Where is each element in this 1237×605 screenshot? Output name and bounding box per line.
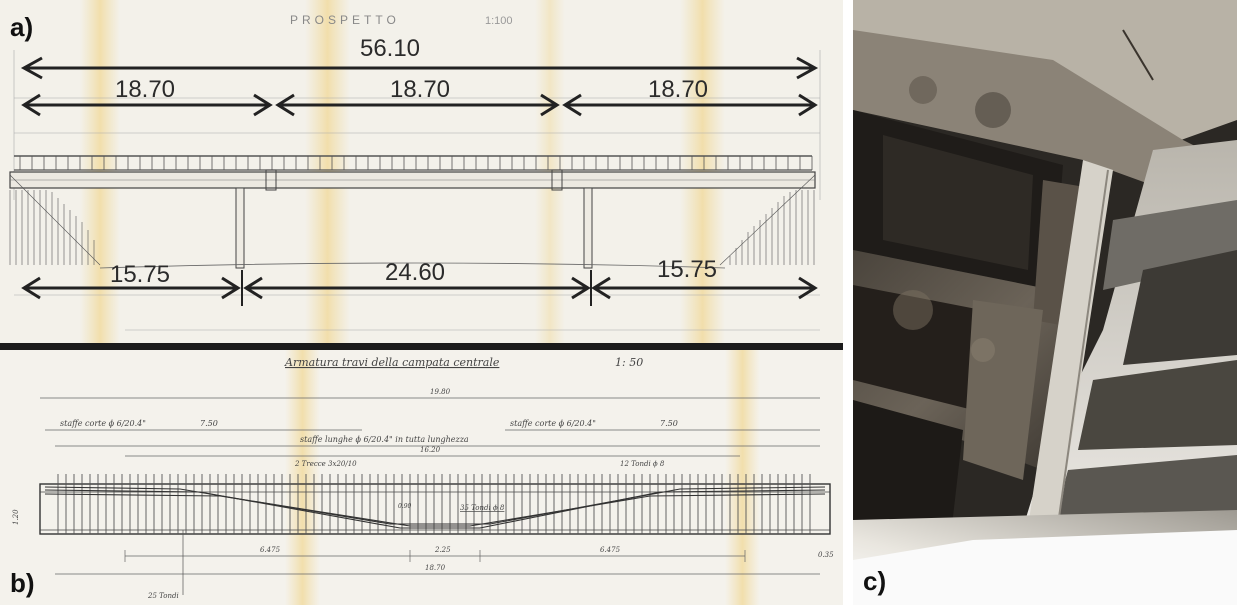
dim-deck-label: 18.70 — [115, 76, 175, 103]
stirrups-label: staffe corte ϕ 6/20.4" — [510, 419, 596, 428]
dim-arrow-piers — [21, 270, 818, 306]
height-label: 1.20 — [12, 509, 20, 525]
note-label: 25 Tondi — [147, 592, 179, 600]
drawing-scale: 1:100 — [485, 15, 513, 27]
dim-label: 18.70 — [425, 564, 446, 572]
panel-a-elevation-drawing: PROSPETTO 1:100 56.10 18.70 18.70 18.70 — [0, 0, 843, 343]
dim-label: 7.50 — [660, 419, 678, 428]
bent-bars — [44, 486, 826, 529]
dim-label: 0.35 — [818, 551, 834, 559]
bridge-pier — [235, 187, 245, 269]
panel-divider — [843, 0, 853, 605]
deck-underside-photo — [853, 0, 1237, 605]
left-abutment — [9, 174, 101, 266]
note-label: 35 Tondi ϕ 8 — [460, 504, 505, 512]
dim-label: 6.475 — [600, 546, 621, 554]
panel-c-photo: c) — [853, 0, 1237, 605]
panel-divider — [0, 343, 843, 350]
stirrups-label: staffe lunghe ϕ 6/20.4" in tutta lunghez… — [300, 435, 469, 444]
panel-b-reinforcement-drawing: Armatura travi della campata centrale 1:… — [0, 350, 843, 605]
elevation-svg: PROSPETTO 1:100 56.10 18.70 18.70 18.70 — [9, 0, 821, 343]
panel-a-letter: a) — [10, 12, 34, 42]
dim-label: 19.80 — [430, 388, 451, 396]
dim-deck-label: 18.70 — [390, 76, 450, 103]
right-abutment — [719, 174, 816, 266]
panel-b-letter: b) — [10, 568, 35, 598]
beam-outline — [39, 483, 831, 535]
dim-label: 6.475 — [260, 546, 281, 554]
drawing-title: PROSPETTO — [290, 13, 400, 27]
dim-pier-label: 15.75 — [657, 256, 717, 283]
dim-label: 7.50 — [200, 419, 218, 428]
dim-label: 16.20 — [420, 446, 441, 454]
note-label: 2 Trecce 3x20/10 — [294, 460, 357, 468]
dim-total-label: 56.10 — [360, 35, 420, 62]
dim-arrow-total — [20, 56, 819, 80]
height-label: 0.90 — [398, 503, 412, 510]
stirrups — [57, 474, 811, 534]
drawing-title: Armatura travi della campata centrale — [284, 356, 500, 369]
dim-deck-label: 18.70 — [648, 76, 708, 103]
note-label: 12 Tondi ϕ 8 — [620, 460, 665, 468]
drawing-scale: 1: 50 — [615, 356, 643, 369]
panel-c-letter: c) — [863, 566, 887, 596]
dim-arrow-deck — [21, 93, 818, 117]
dim-label: 2.25 — [434, 546, 451, 554]
reinforcement-svg: Armatura travi della campata centrale 1:… — [12, 350, 834, 605]
dim-pier-label: 24.60 — [385, 259, 445, 286]
bridge-railing — [14, 155, 813, 171]
dim-pier-label: 15.75 — [110, 261, 170, 288]
stirrups-label: staffe corte ϕ 6/20.4" — [60, 419, 146, 428]
bridge-pier — [583, 187, 593, 269]
